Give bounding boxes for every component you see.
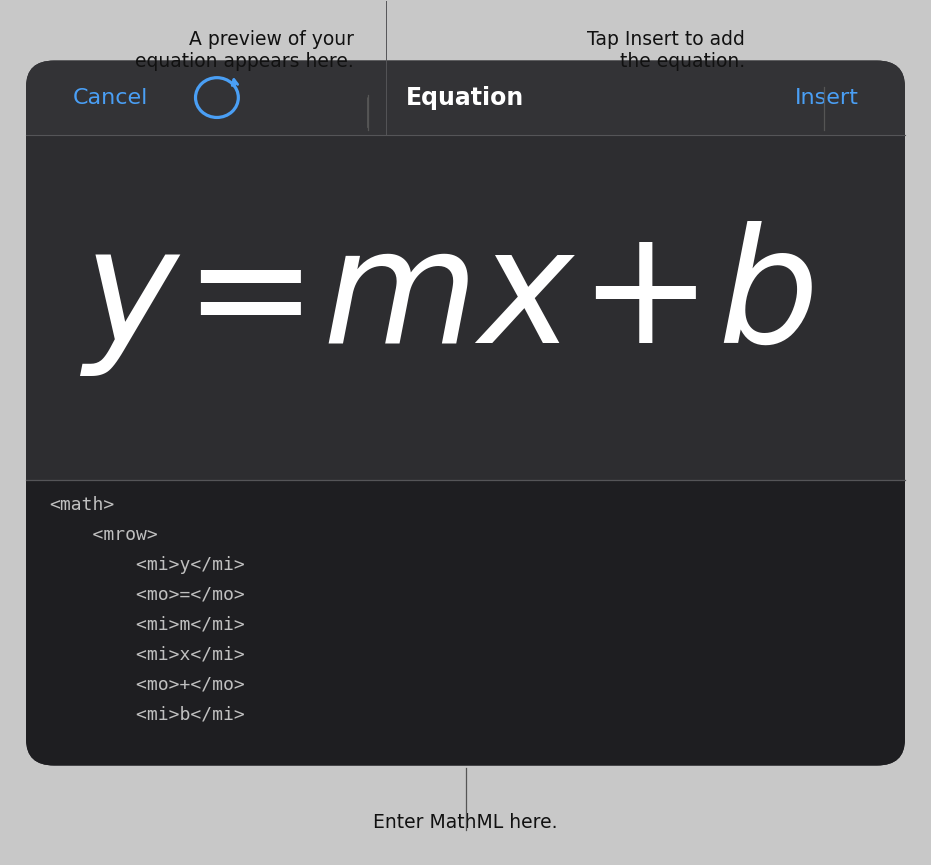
Text: <math>: <math> bbox=[49, 496, 115, 514]
Text: Enter MathML here.: Enter MathML here. bbox=[373, 813, 558, 832]
Text: Tap Insert to add
the equation.: Tap Insert to add the equation. bbox=[587, 30, 745, 71]
Text: Equation: Equation bbox=[406, 86, 525, 110]
Text: <mrow>: <mrow> bbox=[49, 526, 158, 543]
Bar bbox=[26, 480, 905, 566]
FancyBboxPatch shape bbox=[26, 61, 905, 135]
Text: <mi>y</mi>: <mi>y</mi> bbox=[49, 555, 245, 573]
FancyBboxPatch shape bbox=[26, 480, 905, 766]
Bar bbox=[26, 98, 905, 135]
FancyBboxPatch shape bbox=[26, 61, 905, 766]
Text: <mo>=</mo>: <mo>=</mo> bbox=[49, 586, 245, 604]
Text: <mi>b</mi>: <mi>b</mi> bbox=[49, 706, 245, 724]
Text: <mi>m</mi>: <mi>m</mi> bbox=[49, 616, 245, 634]
Bar bbox=[26, 135, 905, 480]
Text: <mi>x</mi>: <mi>x</mi> bbox=[49, 646, 245, 663]
Text: A preview of your
equation appears here.: A preview of your equation appears here. bbox=[135, 30, 354, 71]
Text: Insert: Insert bbox=[794, 87, 858, 107]
Text: $y\!=\!mx\!+\!b$: $y\!=\!mx\!+\!b$ bbox=[80, 219, 814, 378]
Text: Cancel: Cancel bbox=[73, 87, 148, 107]
Text: <mo>+</mo>: <mo>+</mo> bbox=[49, 676, 245, 694]
